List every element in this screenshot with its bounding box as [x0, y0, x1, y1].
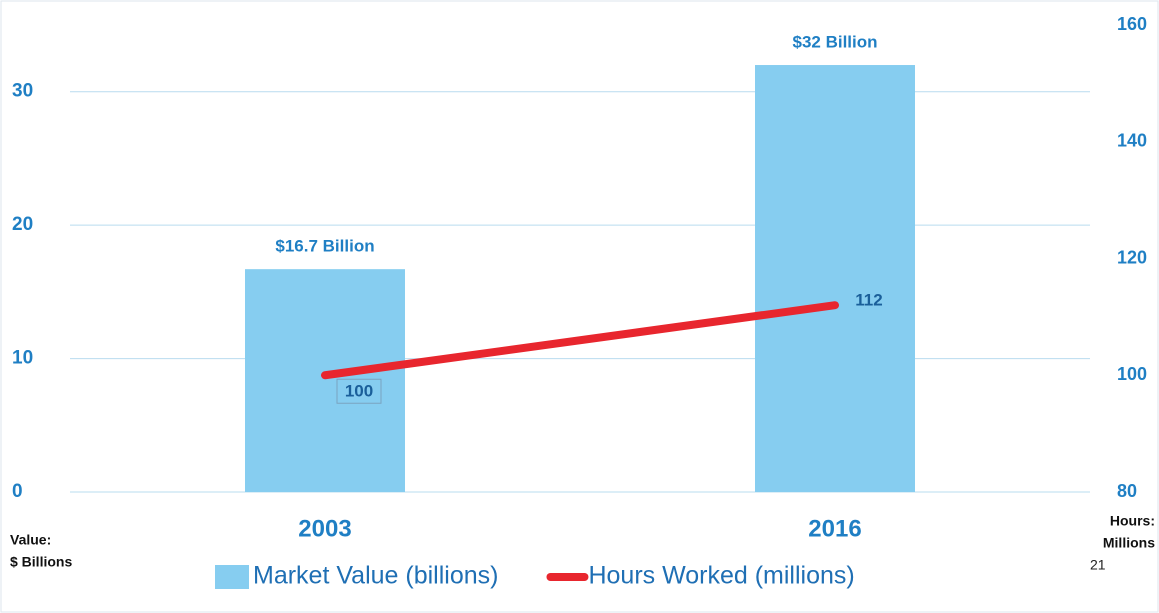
y2-tick-label: 80 — [1117, 481, 1137, 501]
y-tick-label: 30 — [12, 81, 33, 102]
data-label: $32 Billion — [792, 33, 877, 52]
y2-axis-label: Millions — [1103, 535, 1155, 551]
y-axis-label: $ Billions — [10, 554, 72, 570]
legend-label: Market Value (billions) — [253, 562, 498, 590]
line — [321, 301, 839, 380]
data-label-box — [336, 378, 382, 404]
y-tick-label: 20 — [12, 214, 33, 235]
bar — [755, 65, 915, 493]
x-tick-label: 2016 — [808, 515, 861, 542]
y-tick-label: 10 — [12, 348, 33, 369]
x-tick-label: 2003 — [298, 515, 351, 542]
legend-swatch — [215, 565, 249, 589]
y2-axis-label: Hours: — [1110, 513, 1155, 529]
y2-tick-label: 100 — [1117, 364, 1147, 384]
data-label: 100 — [345, 382, 373, 401]
y2-tick-label: 140 — [1117, 131, 1147, 151]
data-label: $16.7 Billion — [275, 237, 374, 256]
y-tick-label: 0 — [12, 481, 23, 502]
legend-label: Hours Worked (millions) — [588, 562, 854, 590]
bar — [245, 269, 405, 492]
page-number: 21 — [1090, 557, 1106, 573]
y-axis-label: Value: — [10, 532, 51, 548]
data-label: 112 — [855, 291, 882, 310]
y2-tick-label: 120 — [1117, 247, 1147, 267]
y2-tick-label: 160 — [1117, 14, 1147, 34]
